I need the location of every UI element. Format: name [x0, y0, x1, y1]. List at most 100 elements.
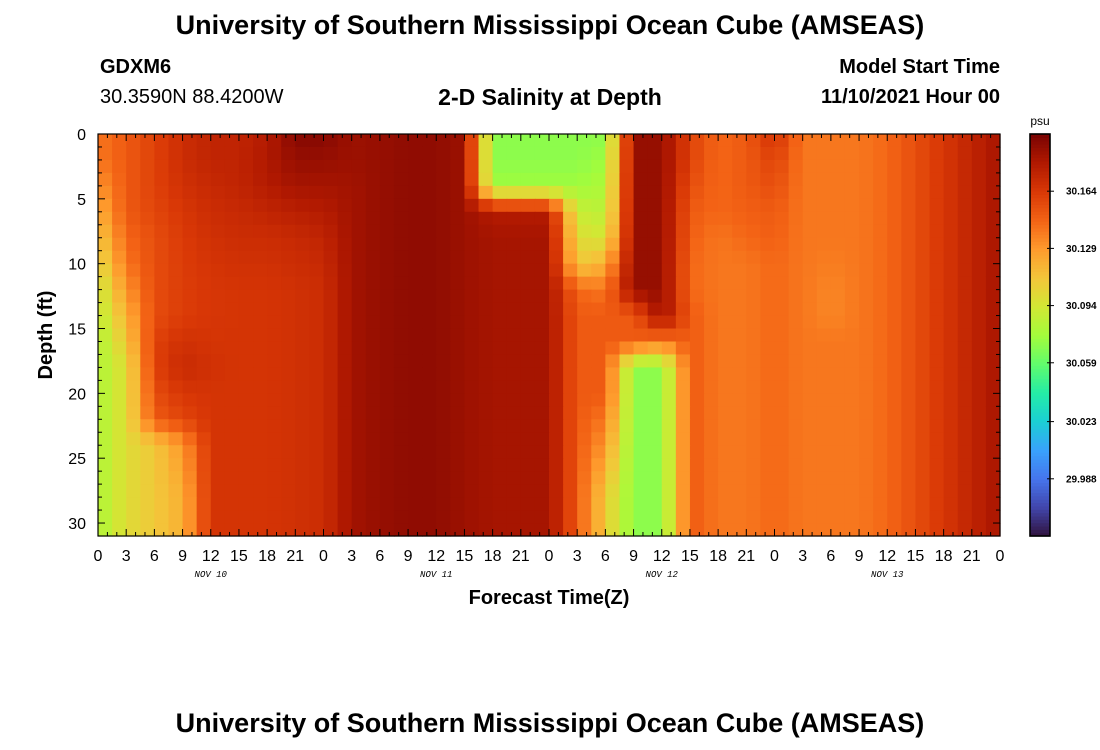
heatmap-cell: [436, 406, 451, 420]
heatmap-cell: [112, 224, 127, 239]
heatmap-cell: [873, 185, 888, 200]
heatmap-cell: [351, 445, 367, 459]
heatmap-cell: [281, 185, 296, 200]
heatmap-cell: [436, 185, 451, 200]
x-tick-label: 18: [484, 548, 502, 565]
heatmap-cell: [492, 172, 508, 187]
heatmap-cell: [154, 159, 170, 174]
heatmap-cell: [309, 510, 325, 524]
heatmap-cell: [210, 276, 226, 291]
heatmap-cell: [619, 237, 635, 252]
heatmap-cell: [704, 419, 719, 433]
heatmap-cell: [689, 445, 705, 459]
heatmap-cell: [718, 276, 733, 291]
heatmap-cell: [196, 419, 212, 433]
colorbar-segment: [1030, 331, 1050, 336]
heatmap-cell: [126, 328, 141, 343]
heatmap-cell: [591, 237, 606, 252]
heatmap-cell: [605, 471, 621, 485]
heatmap-cell: [774, 250, 790, 265]
heatmap-cell: [873, 354, 888, 369]
heatmap-cell: [408, 134, 423, 148]
heatmap-cell: [901, 159, 917, 174]
heatmap-cell: [196, 380, 212, 394]
heatmap-cell: [267, 289, 282, 304]
colorbar-segment: [1030, 525, 1050, 530]
heatmap-cell: [647, 445, 663, 459]
heatmap-cell: [253, 250, 268, 265]
heatmap-cell: [661, 497, 677, 511]
heatmap-cell: [844, 432, 860, 446]
heatmap-cell: [675, 263, 691, 278]
heatmap-cell: [760, 250, 776, 265]
heatmap-cell: [675, 328, 691, 343]
heatmap-cell: [337, 432, 353, 446]
heatmap-cell: [647, 237, 663, 252]
colorbar-segment: [1030, 304, 1050, 309]
heatmap-cell: [929, 354, 945, 369]
heatmap-cell: [393, 289, 409, 304]
heatmap-cell: [154, 172, 170, 187]
heatmap-cell: [873, 224, 888, 239]
colorbar-segment: [1030, 241, 1050, 246]
heatmap-cell: [661, 328, 677, 343]
heatmap-cell: [351, 367, 367, 381]
colorbar-segment: [1030, 184, 1050, 189]
heatmap-cell: [915, 406, 931, 420]
y-tick-label: 15: [68, 322, 86, 339]
heatmap-cell: [450, 341, 466, 356]
heatmap-cell: [985, 367, 1001, 381]
heatmap-cell: [168, 432, 184, 446]
heatmap-cell: [309, 134, 325, 148]
heatmap-cell: [351, 393, 367, 407]
heatmap-cell: [957, 328, 973, 343]
heatmap-cell: [224, 211, 240, 226]
heatmap-cell: [844, 328, 860, 343]
heatmap-cell: [267, 432, 282, 446]
heatmap-cell: [210, 185, 226, 200]
heatmap-cell: [802, 289, 818, 304]
heatmap-cell: [140, 380, 155, 394]
heatmap-cell: [577, 159, 592, 174]
heatmap-cell: [915, 198, 931, 213]
heatmap-cell: [830, 302, 846, 317]
heatmap-cell: [633, 419, 649, 433]
heatmap-cell: [506, 263, 522, 278]
heatmap-cell: [267, 250, 282, 265]
heatmap-cell: [661, 523, 677, 537]
heatmap-cell: [577, 471, 592, 485]
heatmap-cell: [534, 250, 550, 265]
heatmap-cell: [563, 484, 578, 498]
heatmap-cell: [774, 302, 790, 317]
heatmap-cell: [971, 263, 987, 278]
heatmap-cell: [224, 289, 240, 304]
heatmap-cell: [605, 484, 621, 498]
heatmap-cell: [140, 419, 155, 433]
heatmap-cell: [689, 523, 705, 537]
heatmap-cell: [915, 276, 931, 291]
heatmap-cell: [295, 367, 311, 381]
heatmap-cell: [422, 419, 437, 433]
heatmap-cell: [788, 146, 804, 161]
day-label: NOV 13: [871, 570, 904, 580]
heatmap-cell: [365, 198, 381, 213]
heatmap-cell: [267, 211, 282, 226]
heatmap-cell: [365, 341, 381, 356]
heatmap-cell: [718, 328, 733, 343]
heatmap-cell: [718, 458, 733, 472]
colorbar-segment: [1030, 308, 1050, 313]
heatmap-cell: [675, 250, 691, 265]
heatmap-cell: [196, 250, 212, 265]
heatmap-cell: [732, 250, 747, 265]
heatmap-cell: [140, 432, 155, 446]
colorbar-tick-label: 30.164: [1066, 187, 1097, 198]
heatmap-cell: [309, 211, 325, 226]
heatmap-cell: [492, 263, 508, 278]
heatmap-cell: [492, 458, 508, 472]
heatmap-cell: [915, 211, 931, 226]
heatmap-cell: [506, 354, 522, 369]
heatmap-cell: [267, 367, 282, 381]
heatmap-cell: [154, 419, 170, 433]
heatmap-cell: [238, 393, 254, 407]
heatmap-cell: [689, 354, 705, 369]
